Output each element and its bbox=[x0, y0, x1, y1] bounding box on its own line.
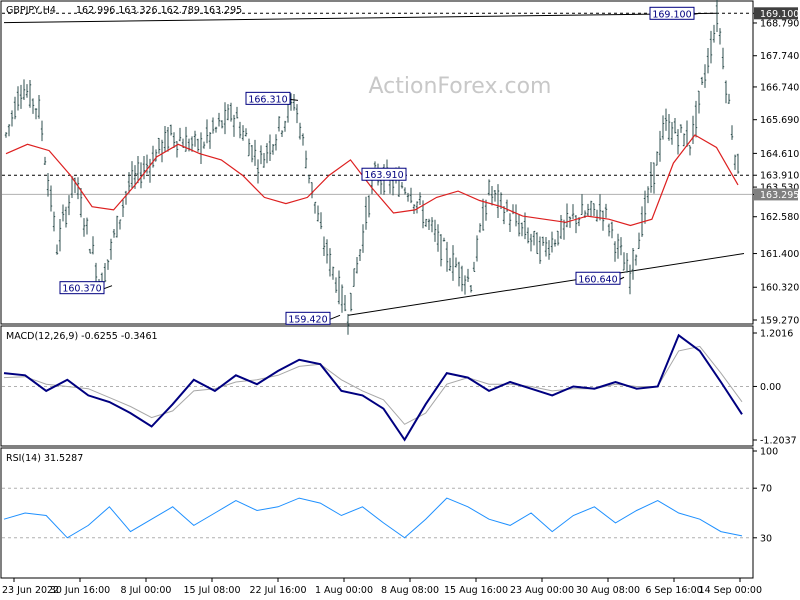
x-tick-label: 6 Sep 16:00 bbox=[645, 585, 702, 596]
trendline bbox=[347, 253, 745, 316]
y-tick-label: 160.320 bbox=[760, 283, 799, 294]
callout-connector bbox=[619, 276, 625, 280]
price-panel-symbol: GBPJPY,H4 bbox=[6, 5, 56, 16]
callout-box bbox=[361, 167, 407, 181]
macd-signal-line bbox=[3, 345, 743, 425]
y-tick-label: 165.690 bbox=[760, 115, 799, 126]
callout-box bbox=[649, 6, 695, 20]
price-callouts: 169.100 166.310 163.910 160.370 160.640 159.4… bbox=[59, 6, 701, 325]
callout-box bbox=[575, 271, 621, 285]
y-tick-label: 30 bbox=[760, 533, 772, 544]
macd-lines bbox=[3, 333, 743, 442]
y-tick-label: 163.295 bbox=[760, 190, 799, 201]
moving-average bbox=[5, 134, 739, 227]
y-tick-label: 169.100 bbox=[760, 9, 799, 20]
y-tick-label: 159.270 bbox=[760, 316, 799, 327]
callout-label: 166.310 bbox=[248, 94, 287, 105]
y-tick-label: 167.740 bbox=[760, 51, 799, 62]
x-tick-label: 30 Aug 08:00 bbox=[576, 585, 640, 596]
callout-label: 159.420 bbox=[288, 314, 327, 325]
y-tick-label: 163.910 bbox=[760, 171, 799, 182]
callout-label: 160.370 bbox=[62, 284, 101, 295]
callout-box bbox=[59, 281, 105, 295]
x-tick-label: 22 Jul 16:00 bbox=[250, 585, 307, 596]
x-tick-label: 1 Aug 00:00 bbox=[315, 585, 373, 596]
x-tick-label: 15 Aug 16:00 bbox=[444, 585, 508, 596]
rsi-panel-frame bbox=[0, 447, 754, 579]
y-tick-label: 161.400 bbox=[760, 249, 799, 260]
x-tick-label: 14 Sep 00:00 bbox=[699, 585, 762, 596]
x-tick-label: 23 Aug 00:00 bbox=[510, 585, 574, 596]
y-tick-label: 162.580 bbox=[760, 212, 799, 223]
y-tick-label: 164.610 bbox=[760, 149, 799, 160]
rsi-panel-label: RSI(14) 31.5287 bbox=[6, 453, 83, 464]
y-tick-label: 163.530 bbox=[760, 183, 799, 194]
trendlines bbox=[3, 12, 745, 316]
y-tick-label: -1.2037 bbox=[760, 436, 797, 447]
macd-line bbox=[3, 333, 743, 442]
callout-label: 169.100 bbox=[652, 9, 691, 20]
x-tick-label: 23 Jun 2022 bbox=[2, 585, 59, 596]
x-tick-label: 8 Aug 08:00 bbox=[381, 585, 439, 596]
trendline bbox=[3, 12, 718, 24]
callout-box bbox=[245, 91, 291, 105]
callout-connector bbox=[329, 314, 341, 320]
callout-connector bbox=[693, 12, 701, 15]
x-tick-label: 30 Jun 16:00 bbox=[50, 585, 110, 596]
price-bars bbox=[4, 0, 740, 335]
callout-connector bbox=[103, 285, 113, 290]
y-tick-label: 168.790 bbox=[760, 18, 799, 29]
y-tick-label: 100 bbox=[760, 447, 778, 458]
watermark: ActionForex.com bbox=[369, 74, 552, 99]
callout-box bbox=[285, 311, 331, 325]
callout-label: 163.910 bbox=[364, 170, 403, 181]
x-tick-label: 15 Jul 08:00 bbox=[184, 585, 241, 596]
price-panel-ohlc: 162.996 163.326 162.789 163.295 bbox=[76, 5, 242, 16]
y-tick-label: 166.740 bbox=[760, 82, 799, 93]
y-tick-label: 0.00 bbox=[760, 382, 781, 393]
y-price-tag bbox=[754, 7, 798, 20]
x-tick-label: 8 Jul 00:00 bbox=[121, 585, 172, 596]
rsi-line bbox=[3, 497, 743, 539]
rsi-line bbox=[3, 497, 743, 539]
sma-line bbox=[5, 134, 739, 227]
y-tick-label: 70 bbox=[760, 484, 772, 495]
callout-connector bbox=[289, 98, 299, 101]
y-tick-label: 1.2016 bbox=[760, 329, 793, 340]
price-panel-frame bbox=[0, 0, 754, 325]
y-price-tag bbox=[754, 188, 798, 201]
callout-label: 160.640 bbox=[578, 274, 617, 285]
macd-panel-label: MACD(12,26,9) -0.6255 -0.3461 bbox=[6, 331, 158, 342]
